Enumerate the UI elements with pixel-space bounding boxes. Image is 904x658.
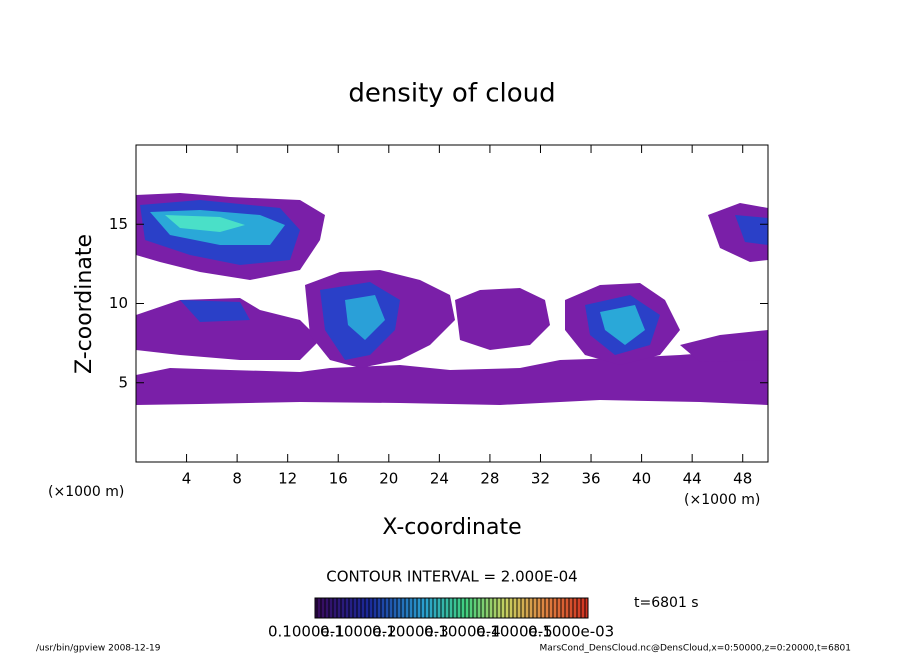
- x-tick-label: 8: [232, 470, 242, 488]
- x-tick-label: 36: [581, 470, 600, 488]
- footer-left: /usr/bin/gpview 2008-12-19: [36, 644, 161, 654]
- colorbar-stripes: [314, 597, 589, 619]
- colorbar-label: 0.1000e-5: [476, 623, 553, 641]
- x-unit: (×1000 m): [684, 492, 760, 508]
- footer-right: MarsCond_DensCloud.nc@DensCloud,x=0:5000…: [540, 644, 852, 654]
- contour-interval: CONTOUR INTERVAL = 2.000E-04: [326, 568, 577, 586]
- x-tick-label: 40: [632, 470, 651, 488]
- x-tick-label: 32: [531, 470, 550, 488]
- x-tick-label: 4: [182, 470, 192, 488]
- y-tick-label: 15: [109, 215, 128, 233]
- x-tick-label: 16: [329, 470, 348, 488]
- time-label: t=6801 s: [634, 595, 699, 611]
- y-tick-label: 10: [109, 294, 128, 312]
- colorbar-label: 0.1000e-03: [528, 623, 614, 641]
- x-tick-label: 48: [733, 470, 752, 488]
- y-axis-label: Z-coordinate: [72, 234, 97, 374]
- x-tick-label: 28: [480, 470, 499, 488]
- x-tick-label: 20: [379, 470, 398, 488]
- x-tick-label: 24: [430, 470, 449, 488]
- colorbar-label: 0.1000e-3: [372, 623, 449, 641]
- colorbar-label: 0.1000e-4: [424, 623, 501, 641]
- x-axis-label: X-coordinate: [382, 515, 521, 540]
- y-tick-label: 5: [118, 373, 128, 391]
- cloud-field: [136, 193, 768, 405]
- y-unit: (×1000 m): [48, 484, 124, 500]
- colorbar-label: 0.1000e-2: [320, 623, 397, 641]
- x-tick-label: 12: [278, 470, 297, 488]
- x-tick-label: 44: [683, 470, 702, 488]
- chart-title: density of cloud: [348, 79, 555, 109]
- colorbar-label: 0.1000e-1: [268, 623, 345, 641]
